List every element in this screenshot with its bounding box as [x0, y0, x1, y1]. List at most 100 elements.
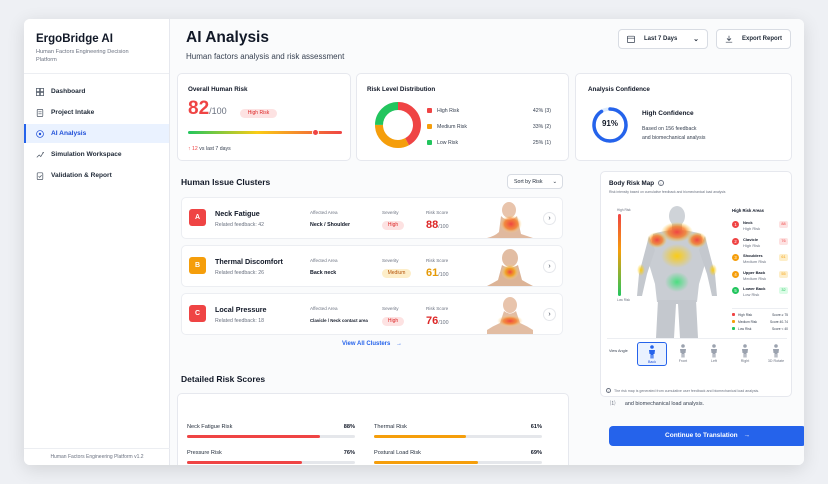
sidebar-item-dashboard[interactable]: Dashboard [24, 82, 169, 101]
area-number: 2 [732, 237, 739, 245]
area-level: High Risk [743, 226, 761, 231]
sort-dropdown[interactable]: Sort by Risk ⌄ [507, 174, 563, 189]
area-score: 88 [779, 221, 788, 228]
scale-low-label: Low Risk [617, 298, 630, 302]
legend-range: Score ≥ 75 [772, 313, 788, 317]
risk-area-item[interactable]: 5 Lower Back Low Risk 32 [732, 286, 788, 301]
sidebar-item-ai-analysis[interactable]: AI Analysis [24, 124, 169, 143]
trend-label: vs last 7 days [199, 146, 231, 152]
sidebar-item-label: Dashboard [51, 88, 86, 95]
area-score: 61 [779, 254, 788, 261]
swatch-high [427, 108, 432, 114]
ai-icon [36, 129, 44, 138]
area-level: Low Risk [743, 292, 760, 297]
confidence-desc-1: Based on 156 feedback [642, 126, 697, 132]
view-angle-front[interactable]: Front [668, 342, 698, 366]
cluster-row-b[interactable]: B Thermal Discomfort Related feedback: 2… [181, 245, 563, 287]
detailed-scores-card [177, 393, 569, 465]
legend-swatch [732, 320, 735, 323]
cluster-feedback: Related feedback: 18 [215, 318, 265, 324]
view-angle-left[interactable]: Left [699, 342, 729, 366]
overall-risk-card: Overall Human Risk 82/100 High Risk ↑ 12… [177, 73, 351, 161]
view-angle-right[interactable]: Right [730, 342, 760, 366]
main-content: AI Analysis Human factors analysis and r… [170, 19, 804, 465]
area-name: Shoulders [743, 253, 763, 258]
score-bar-track [374, 435, 542, 438]
cluster-score: 76/100 [426, 315, 449, 327]
detailed-scores-section: Detailed Risk Scores Neck Fatigue Risk 88… [177, 367, 569, 465]
risk-scale-bar [618, 214, 621, 296]
severity-badge: Medium [382, 269, 411, 278]
area-name: Lower Back [743, 286, 766, 291]
cluster-badge: C [189, 305, 206, 322]
score-bar-track [374, 461, 542, 464]
legend-item-low: Low Risk 25% (1) [427, 140, 551, 146]
map-note-line-2: ⑴ and biomechanical load analysis. [610, 399, 704, 407]
score-value: 76 [426, 315, 439, 327]
view-angle-label: View Angle [609, 349, 628, 353]
legend-swatch [732, 327, 735, 330]
score-header: Risk Score [426, 306, 449, 311]
legend-range: Score < 40 [771, 327, 788, 331]
area-legend: High Risk Score ≥ 75 Medium Risk Score 40-7… [732, 308, 788, 334]
view-angle-3d-rotate[interactable]: 3D Rotate [761, 342, 791, 366]
view-all-clusters-link[interactable]: View All Clusters → [177, 341, 567, 347]
score-bar-fill [187, 435, 321, 438]
swatch-medium [427, 124, 432, 130]
card-title: Overall Human Risk [188, 86, 248, 93]
donut-chart [375, 102, 421, 148]
chevron-down-icon: ⌄ [552, 178, 557, 185]
sidebar-item-simulation-workspace[interactable]: Simulation Workspace [24, 145, 169, 164]
confidence-ring [592, 107, 628, 143]
chevron-right-icon[interactable]: › [543, 212, 556, 225]
cluster-area: Neck / Shoulder [310, 222, 351, 228]
info-icon[interactable]: i [657, 180, 664, 186]
sidebar-item-label: Project Intake [51, 109, 95, 116]
score-bar-track [187, 435, 355, 438]
legend-label: Low Risk [437, 140, 459, 146]
risk-area-item[interactable]: 4 Upper Back Medium Risk 55 [732, 270, 788, 285]
cluster-area: Back neck [310, 270, 337, 276]
scale-high-label: High Risk [617, 208, 631, 212]
sidebar-item-validation-report[interactable]: Validation & Report [24, 166, 169, 185]
risk-area-item[interactable]: 2 Clavicle High Risk 76 [732, 237, 788, 252]
legend-value: 33% (2) [532, 124, 551, 130]
chevron-right-icon[interactable]: › [543, 260, 556, 273]
view-label: 3D Rotate [767, 359, 785, 363]
cluster-name: Neck Fatigue [215, 209, 260, 218]
cluster-badge: B [189, 257, 206, 274]
app-window: ErgoBridge AI Human Factors Engineering … [24, 19, 804, 465]
export-report-button[interactable]: Export Report [716, 29, 791, 49]
area-score: 32 [779, 287, 788, 294]
score-label: Postural Load Risk [374, 450, 421, 456]
cluster-name: Thermal Discomfort [215, 257, 283, 266]
view-row-border [607, 338, 787, 339]
score-header: Risk Score [426, 210, 449, 215]
map-note-row: i The risk map is generated from cumulat… [606, 388, 792, 393]
confidence-value: 91% [601, 119, 618, 128]
risk-area-item[interactable]: 3 Shoulders Medium Risk 61 [732, 253, 788, 268]
continue-to-translation-button[interactable]: Continue to Translation → [609, 426, 804, 446]
cluster-row-a[interactable]: A Neck Fatigue Related feedback: 42 Affe… [181, 197, 563, 239]
area-header: Affected Area [310, 258, 338, 263]
area-score: 55 [779, 270, 788, 278]
legend-item-medium: Medium Risk 33% (2) [427, 124, 551, 130]
area-legend-item: High Risk Score ≥ 75 [732, 313, 788, 317]
sidebar-item-project-intake[interactable]: Project Intake [24, 103, 169, 122]
card-title: Analysis Confidence [588, 86, 650, 93]
cluster-row-c[interactable]: C Local Pressure Related feedback: 18 Af… [181, 293, 563, 335]
sidebar-item-label: Simulation Workspace [51, 151, 122, 158]
risk-area-item[interactable]: 1 Neck High Risk 88 [732, 220, 788, 235]
chevron-right-icon[interactable]: › [543, 308, 556, 321]
date-range-dropdown[interactable]: Last 7 Days ⌄ [618, 29, 708, 49]
view-angle-back[interactable]: Back [637, 342, 667, 366]
score-bar-fill [187, 461, 302, 464]
dashboard-icon [36, 87, 44, 96]
page-title: AI Analysis [186, 29, 269, 46]
area-name: Neck [743, 220, 753, 225]
areas-title: High Risk Areas [732, 208, 764, 213]
legend-value: 25% (1) [532, 140, 551, 146]
section-title: Detailed Risk Scores [181, 374, 266, 384]
map-note-text: The risk map is generated from cumulativ… [614, 389, 760, 393]
cluster-feedback: Related feedback: 42 [215, 222, 265, 228]
